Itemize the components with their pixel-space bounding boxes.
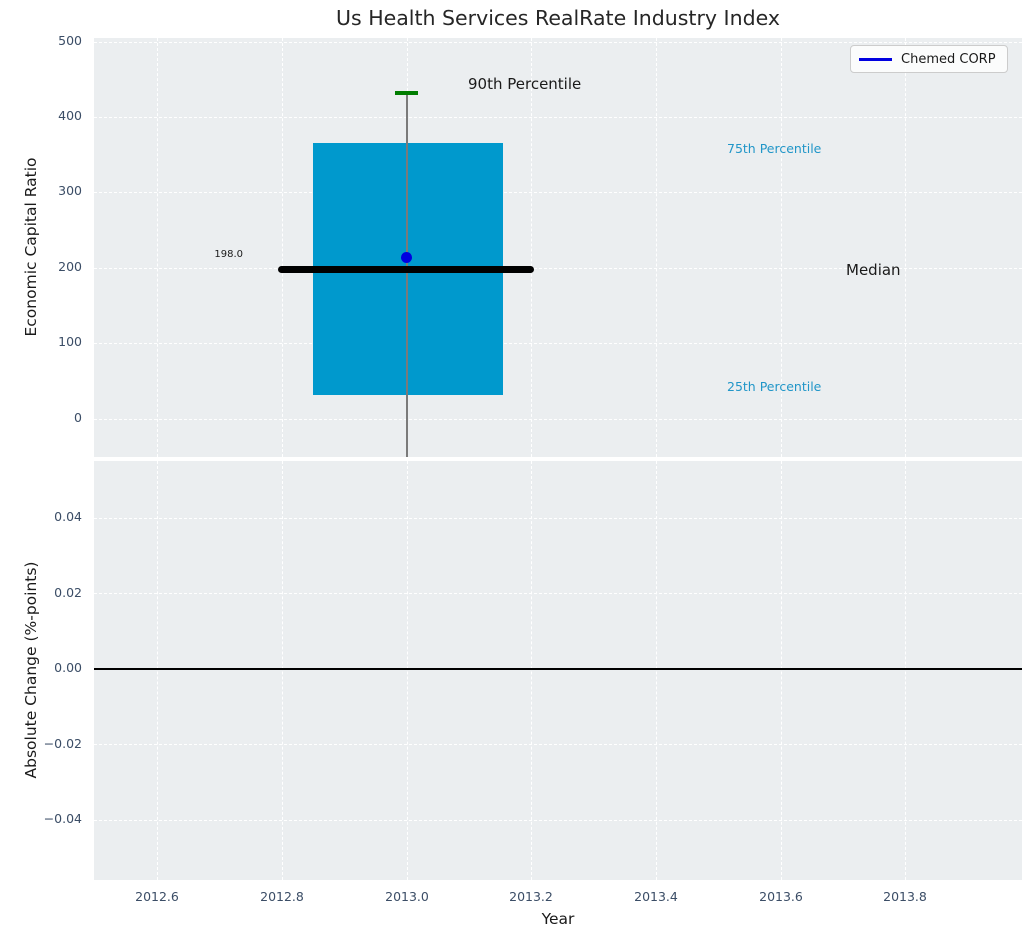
median-line <box>278 266 534 273</box>
gridline <box>94 744 1022 745</box>
gridline <box>905 461 906 880</box>
ytick-label: −0.04 <box>43 811 82 826</box>
top-axes: 90th Percentile 75th Percentile Median 2… <box>94 38 1022 457</box>
xlabel: Year <box>541 910 575 928</box>
p90-label: 90th Percentile <box>468 75 582 93</box>
gridline <box>781 38 782 457</box>
ytick-label: 0.00 <box>54 660 82 675</box>
gridline <box>94 268 1022 269</box>
gridline <box>94 593 1022 594</box>
gridline <box>94 518 1022 519</box>
p90-cap <box>395 91 418 95</box>
gridline <box>94 820 1022 821</box>
p25-label: 25th Percentile <box>727 379 822 394</box>
ytick-label: 0.02 <box>54 585 82 600</box>
legend-line-icon <box>859 57 892 61</box>
ytick-label: 200 <box>58 259 82 274</box>
gridline <box>94 343 1022 344</box>
bottom-ylabel: Absolute Change (%-points) <box>22 561 40 779</box>
gridline <box>531 38 532 457</box>
ytick-label: 400 <box>58 108 82 123</box>
chart-title: Us Health Services RealRate Industry Ind… <box>336 6 780 30</box>
ytick-label: −0.02 <box>43 736 82 751</box>
zero-change-line <box>94 668 1022 670</box>
xtick-label: 2013.4 <box>634 889 678 904</box>
company-marker-dot <box>401 252 412 263</box>
median-label: Median <box>846 261 901 279</box>
gridline <box>531 461 532 880</box>
gridline <box>94 42 1022 43</box>
gridline <box>656 461 657 880</box>
ytick-label: 100 <box>58 334 82 349</box>
ytick-label: 0.04 <box>54 509 82 524</box>
bottom-axes <box>94 461 1022 880</box>
whisker-line <box>406 95 408 457</box>
xtick-label: 2013.2 <box>509 889 553 904</box>
xtick-label: 2013.8 <box>883 889 927 904</box>
gridline <box>282 38 283 457</box>
xtick-label: 2012.8 <box>260 889 304 904</box>
gridline <box>282 461 283 880</box>
gridline <box>157 461 158 880</box>
ytick-label: 300 <box>58 183 82 198</box>
p75-label: 75th Percentile <box>727 141 822 156</box>
ytick-label: 0 <box>74 410 82 425</box>
legend-label: Chemed CORP <box>901 51 996 67</box>
median-value-label: 198.0 <box>214 249 243 260</box>
xtick-label: 2013.0 <box>385 889 429 904</box>
gridline <box>157 38 158 457</box>
gridline <box>905 38 906 457</box>
xtick-label: 2012.6 <box>135 889 179 904</box>
ytick-label: 500 <box>58 33 82 48</box>
legend: Chemed CORP <box>850 45 1008 73</box>
gridline <box>656 38 657 457</box>
gridline <box>94 419 1022 420</box>
top-ylabel: Economic Capital Ratio <box>22 157 40 337</box>
gridline <box>94 117 1022 118</box>
gridline <box>94 192 1022 193</box>
xtick-label: 2013.6 <box>759 889 803 904</box>
gridline <box>407 461 408 880</box>
gridline <box>781 461 782 880</box>
